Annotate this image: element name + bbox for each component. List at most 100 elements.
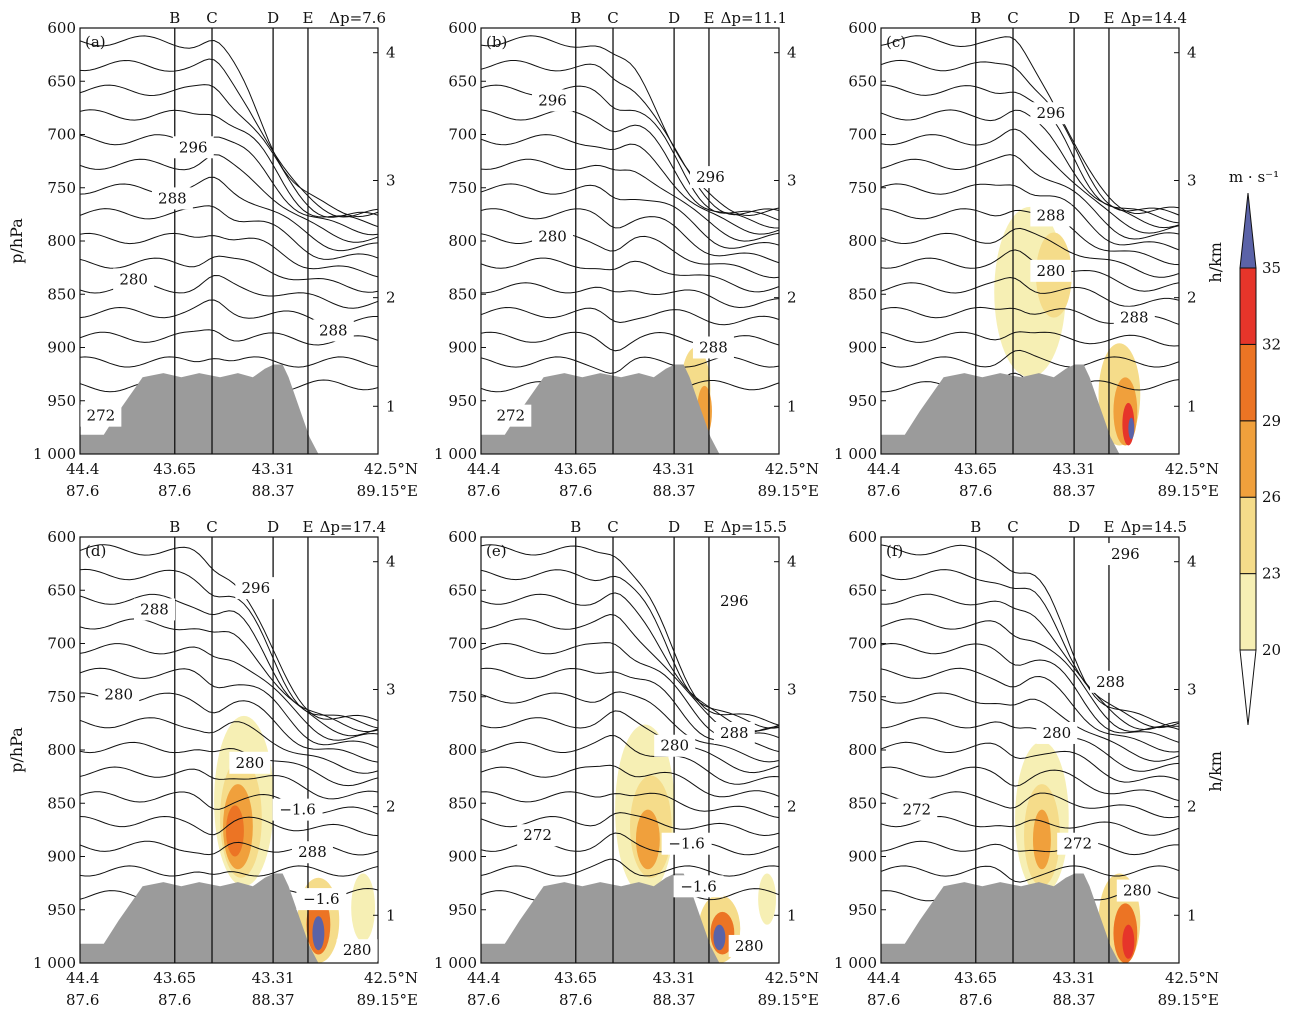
x-tick-lat: 42.5°N <box>364 460 418 478</box>
y-tick-label: 850 <box>848 285 877 303</box>
panel-label: (a) <box>85 33 106 51</box>
section-label-C: C <box>1007 9 1018 27</box>
isentrope-14 <box>881 865 1179 883</box>
x-tick-lon: 89.15°E <box>357 991 418 1009</box>
y2-tick-label: 3 <box>386 681 396 699</box>
plot-area <box>881 35 1179 454</box>
contour-label-box <box>673 875 724 898</box>
section-label-E: E <box>1103 9 1114 27</box>
panel-f: B C D E Δp=14.5 (f) 600 650 700 750 800 850 900 950 1 … <box>834 518 1225 1009</box>
contour-label-box <box>1030 102 1072 125</box>
isentrope-14 <box>481 858 779 877</box>
isentrope-7 <box>481 183 779 249</box>
isentrope-2 <box>881 59 1179 216</box>
y-tick-label: 750 <box>848 688 877 706</box>
y-tick-label: 600 <box>47 528 76 546</box>
terrain <box>881 364 1120 454</box>
isentrope-8 <box>80 717 378 774</box>
contour-label: 296 <box>1111 545 1140 563</box>
terrain <box>881 873 1120 963</box>
contour-label-box <box>654 734 696 757</box>
section-label-D: D <box>668 518 680 536</box>
wind-shading-6 <box>713 924 726 951</box>
y2-tick-label: 2 <box>787 289 797 307</box>
contour-label: 280 <box>104 686 133 704</box>
isentrope-6 <box>881 154 1179 240</box>
isentrope-2 <box>481 60 779 216</box>
y2-tick-label: 4 <box>386 44 396 62</box>
delta-p-label: Δp=15.5 <box>721 518 787 536</box>
y-tick-label: 850 <box>848 794 877 812</box>
y2-tick-label: 1 <box>1187 906 1197 924</box>
contour-label-box <box>235 577 277 600</box>
y2-tick-label: 1 <box>1187 397 1197 415</box>
contour-label-box <box>296 888 347 911</box>
x-tick-lon: 88.37 <box>1053 482 1096 500</box>
x-tick-lat: 44.4 <box>66 460 99 478</box>
colorbar-segment-4 <box>1239 343 1257 422</box>
isentrope-13 <box>881 331 1179 347</box>
x-tick-lon: 89.15°E <box>357 482 418 500</box>
y2-tick-label: 3 <box>1187 681 1197 699</box>
colorbar-segment-3 <box>1239 420 1257 498</box>
y-tick-label: 750 <box>448 688 477 706</box>
y-tick-label: 650 <box>448 581 477 599</box>
isentrope-14 <box>80 865 378 877</box>
contour-label: 296 <box>1037 104 1066 122</box>
terrain <box>481 364 720 454</box>
y-tick-label: 900 <box>448 848 477 866</box>
y-tick-label: 800 <box>848 232 877 250</box>
isentrope-7 <box>881 183 1179 251</box>
x-tick-lon: 89.15°E <box>758 482 819 500</box>
contour-label: 288 <box>319 321 348 339</box>
y-tick-label: 700 <box>848 635 877 653</box>
y-tick-label: 900 <box>448 339 477 357</box>
isentrope-9 <box>881 227 1179 278</box>
isentrope-13 <box>80 329 378 346</box>
wind-shading-7 <box>312 916 325 951</box>
colorbar-level-label: 35 <box>1262 259 1281 277</box>
isentrope-8 <box>80 205 378 260</box>
y2-tick-label: 4 <box>787 553 797 571</box>
contour-label: 288 <box>1037 206 1066 224</box>
panel-label: (b) <box>486 33 507 51</box>
colorbar-unit: m · s⁻¹ <box>1229 168 1279 186</box>
x-tick-lon: 89.15°E <box>1158 482 1219 500</box>
isentrope-3 <box>80 593 378 733</box>
panel-a: B C D E Δp=7.6 (a) 600 650 700 750 800 850 900 950 1 0… <box>7 9 418 500</box>
delta-p-label: Δp=14.4 <box>1121 9 1187 27</box>
delta-p-label: Δp=11.1 <box>721 9 787 27</box>
isentrope-4 <box>881 109 1179 229</box>
isentrope-10 <box>481 257 779 293</box>
x-tick-lat: 43.31 <box>252 460 295 478</box>
y-tick-label: 900 <box>848 339 877 357</box>
contour-label: 272 <box>902 801 931 819</box>
x-tick-lat: 42.5°N <box>765 969 819 987</box>
y2-tick-label: 2 <box>1187 798 1197 816</box>
plot-area <box>881 544 1179 963</box>
x-tick-lon: 89.15°E <box>758 991 819 1009</box>
isentrope-2 <box>881 569 1179 729</box>
x-tick-lat: 43.31 <box>1053 460 1096 478</box>
isentrope-5 <box>881 642 1179 743</box>
y-tick-label: 650 <box>848 581 877 599</box>
y2-tick-label: 1 <box>386 906 396 924</box>
panel-d: B C D E Δp=17.4 (d) 600 650 700 750 800 850 900 950 1 … <box>7 518 418 1009</box>
x-tick-lon: 88.37 <box>653 482 696 500</box>
x-tick-lon: 87.6 <box>867 482 900 500</box>
section-label-C: C <box>607 9 618 27</box>
y2-tick-label: 1 <box>386 397 396 415</box>
delta-p-label: Δp=17.4 <box>320 518 386 536</box>
colorbar-segment-1 <box>1239 573 1257 651</box>
isentrope-9 <box>881 741 1179 783</box>
contour-label: 288 <box>1120 309 1149 327</box>
x-tick-lon: 87.6 <box>467 482 500 500</box>
y-tick-label: 1 000 <box>434 445 477 463</box>
y-tick-label: 750 <box>47 179 76 197</box>
contour-label: −1.6 <box>279 801 315 819</box>
contour-label-box <box>713 721 755 744</box>
y2-axis-title: h/km <box>1206 242 1225 283</box>
isentrope-1 <box>881 35 1179 215</box>
contour-label: 288 <box>720 724 749 742</box>
contour-label: 280 <box>119 270 148 288</box>
